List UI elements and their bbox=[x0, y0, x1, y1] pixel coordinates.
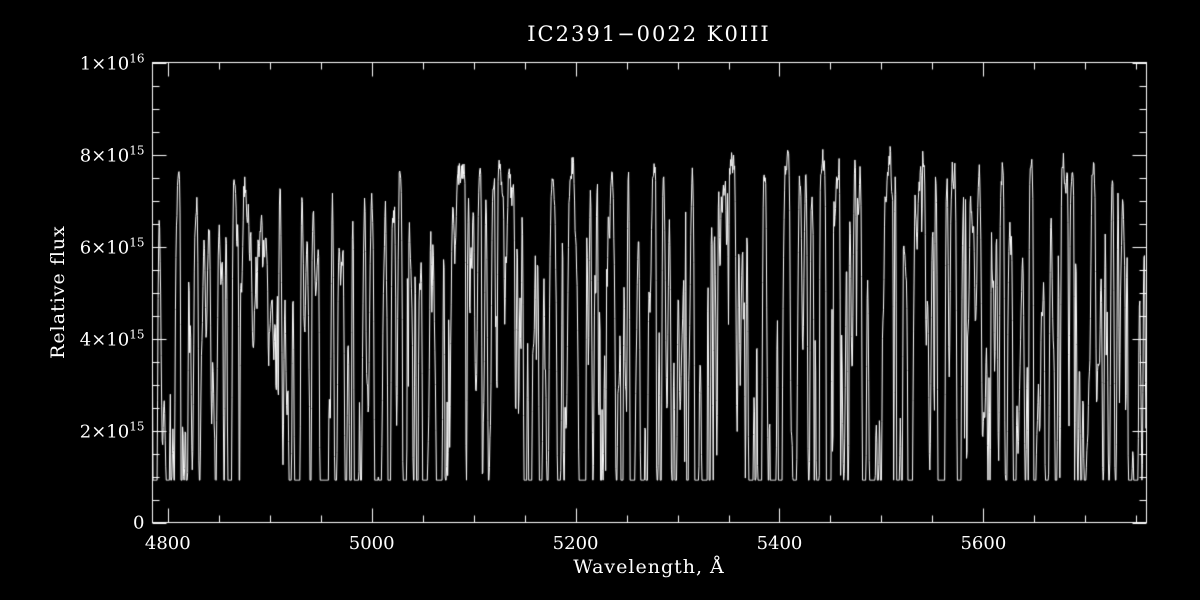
y-tick-label: 4×1015 bbox=[79, 327, 145, 350]
y-tick-label: 0 bbox=[133, 512, 145, 533]
chart-title: IC2391−0022 K0III bbox=[527, 22, 771, 46]
x-tick-label: 5000 bbox=[348, 532, 395, 554]
x-axis-label: Wavelength, Å bbox=[573, 556, 725, 578]
x-tick-label: 4800 bbox=[144, 532, 191, 554]
y-tick-label: 6×1015 bbox=[79, 235, 145, 258]
y-tick-label: 1×1016 bbox=[79, 51, 145, 74]
x-tick-label: 5400 bbox=[756, 532, 803, 554]
y-tick-label: 8×1015 bbox=[79, 143, 145, 166]
x-tick-label: 5200 bbox=[552, 532, 599, 554]
x-tick-label: 5600 bbox=[960, 532, 1007, 554]
y-tick-label: 2×1015 bbox=[79, 419, 145, 442]
